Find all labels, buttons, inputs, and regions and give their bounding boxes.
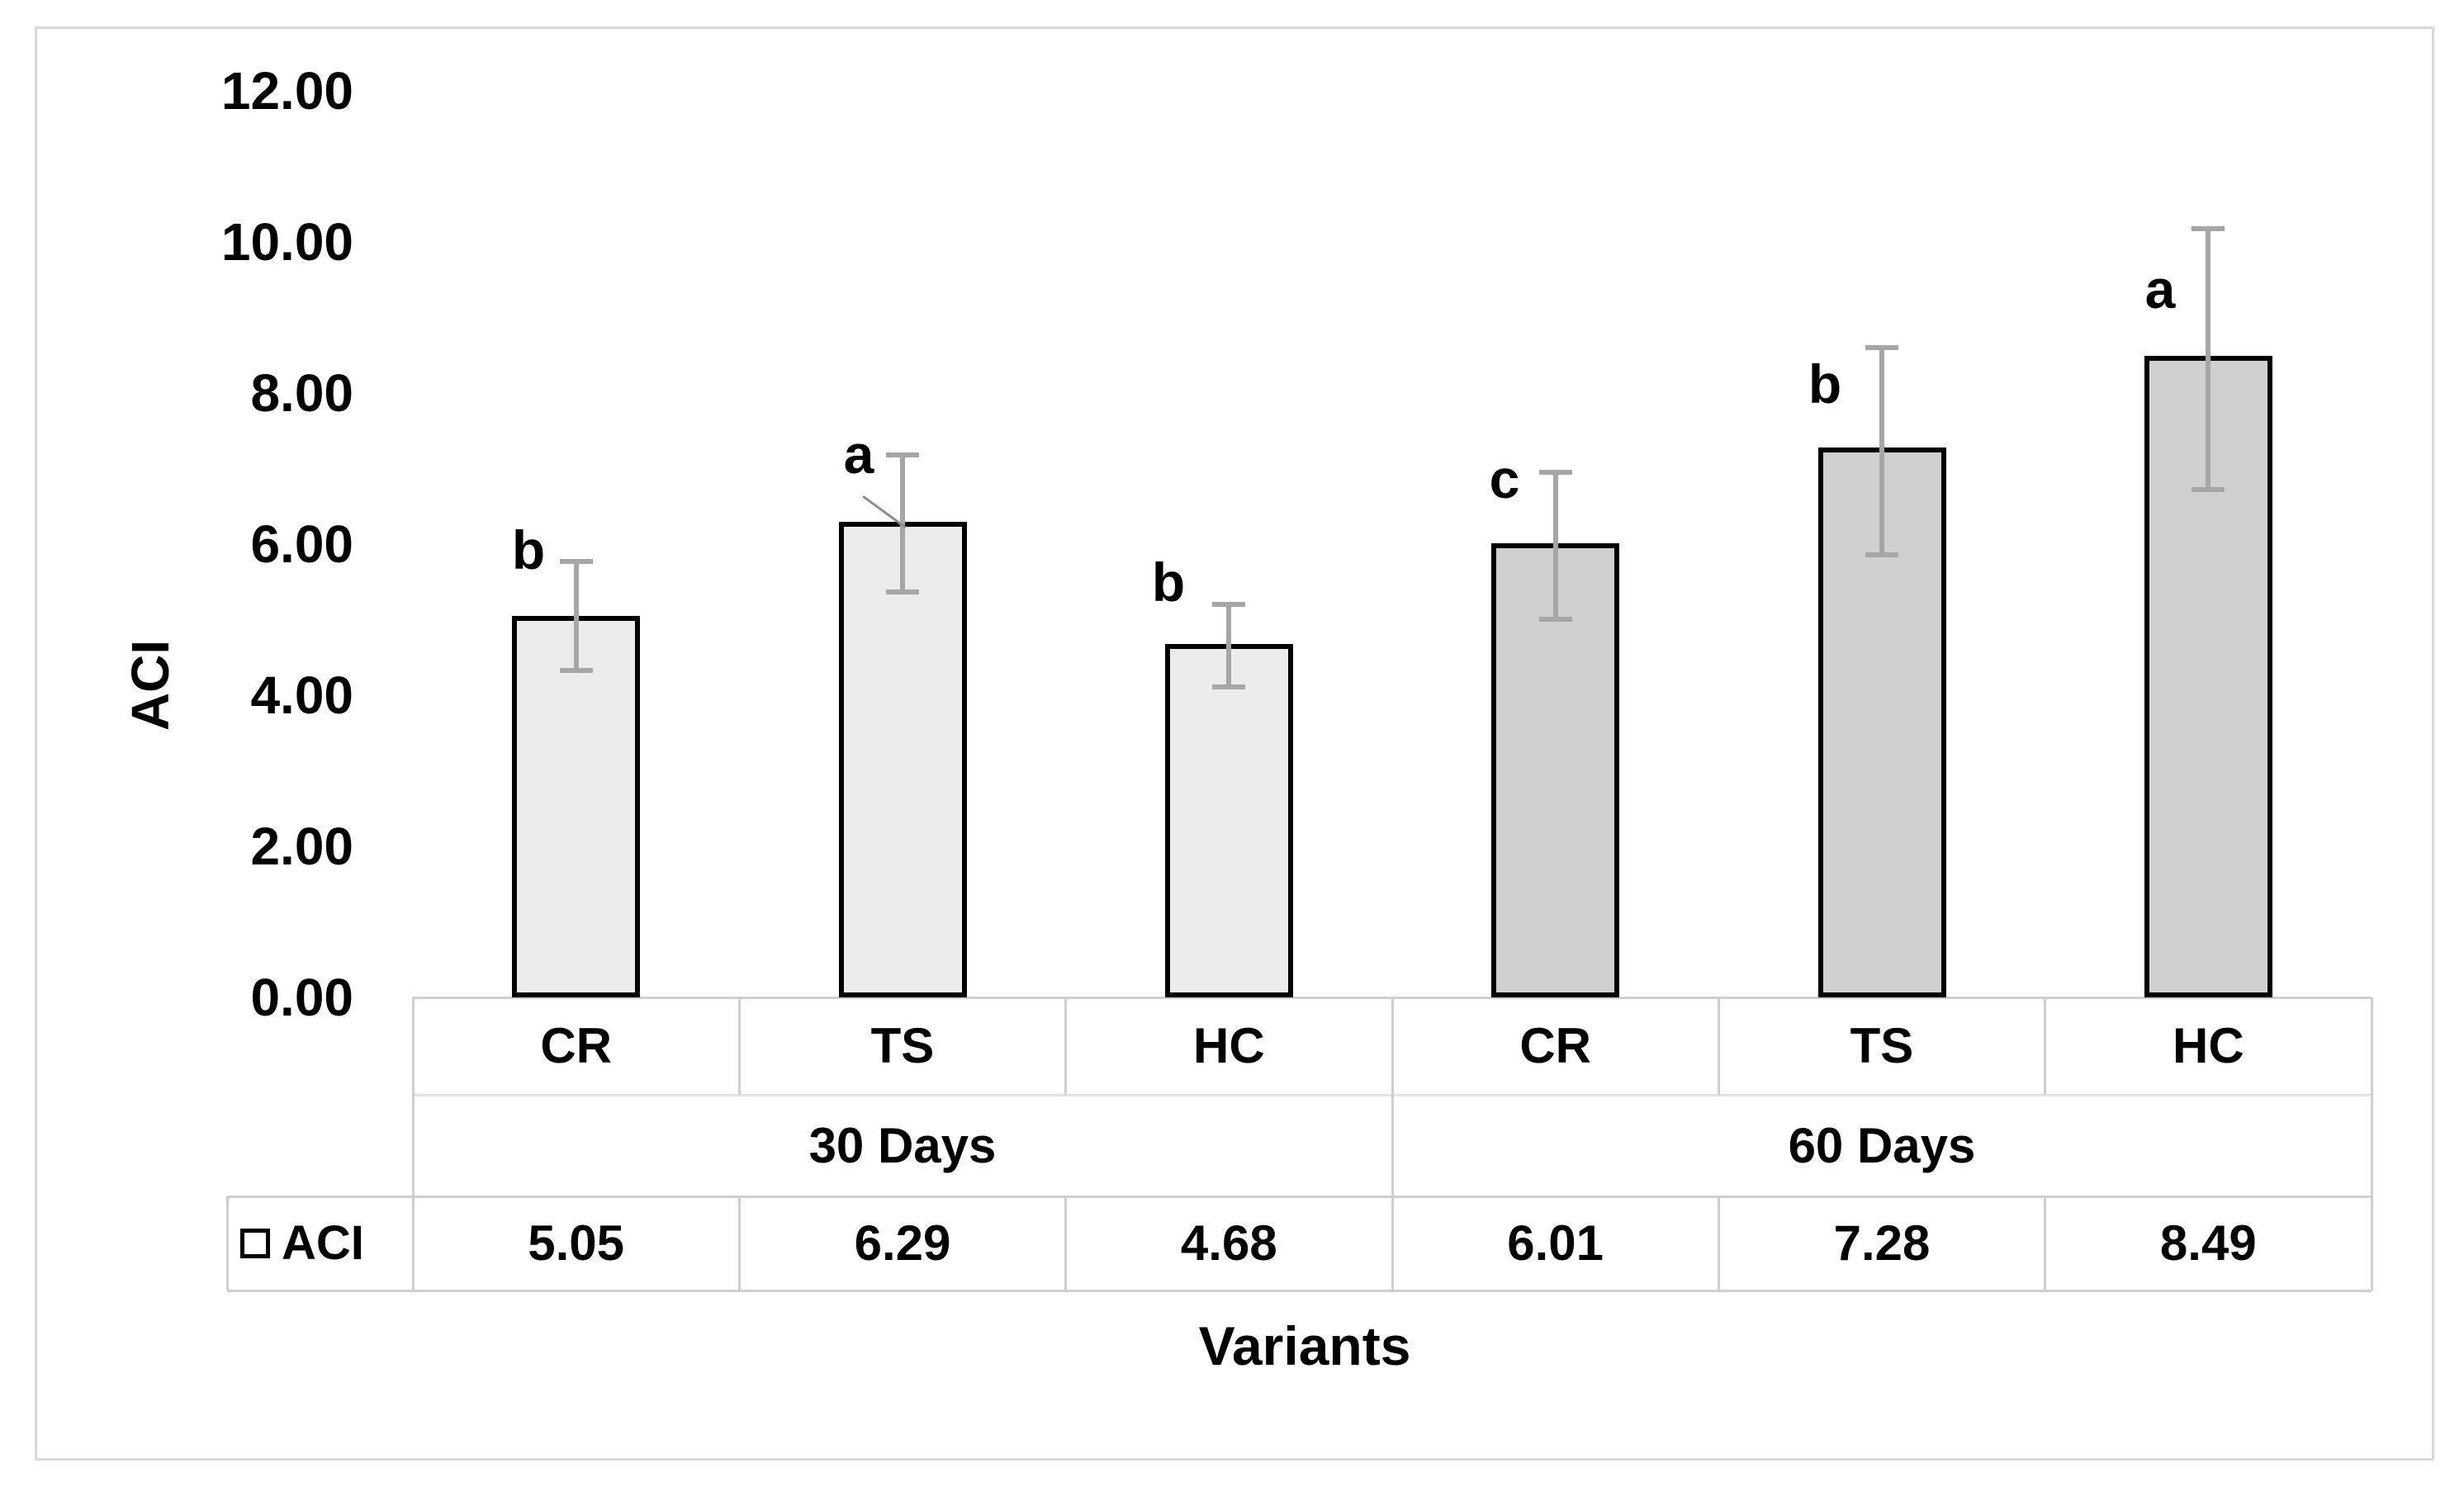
significance-letter: b [1151, 552, 1186, 613]
table-grid-line [1391, 997, 1394, 1290]
error-bar-cap [886, 452, 919, 458]
value-cell: 8.49 [2159, 1215, 2257, 1271]
significance-letter: c [1489, 448, 1520, 509]
x-axis-title: Variants [1198, 1315, 1411, 1376]
value-cell: 4.68 [1180, 1215, 1277, 1271]
bar-hc-30days [1164, 643, 1293, 997]
category-label: TS [1850, 1018, 1914, 1073]
error-bar-line [2206, 229, 2211, 490]
category-label: HC [2172, 1018, 2244, 1073]
significance-letter: b [511, 519, 546, 580]
y-axis-tick-label: 8.00 [250, 363, 353, 423]
bar-ts-30days [838, 522, 967, 997]
error-bar-line [1226, 604, 1232, 687]
significance-letter: b [1808, 353, 1842, 414]
group-label: 60 Days [1788, 1117, 1976, 1173]
legend-open-square-icon [240, 1229, 270, 1258]
error-bar-cap [1865, 552, 1898, 557]
category-label: TS [870, 1018, 935, 1073]
error-bar-cap [1865, 345, 1898, 351]
table-grid-line [1717, 1196, 1720, 1290]
y-axis-tick-label: 0.00 [250, 968, 353, 1027]
significance-letter: a [843, 424, 874, 485]
error-bar-line [573, 561, 579, 670]
legend-series-label: ACI [282, 1216, 364, 1270]
category-label: HC [1192, 1018, 1265, 1073]
error-bar-cap [559, 559, 593, 565]
value-cell: 6.01 [1507, 1215, 1604, 1271]
error-bar-cap [1538, 616, 1572, 622]
y-axis-title: ACI [121, 639, 180, 732]
error-bar-line [1879, 348, 1884, 555]
y-axis-tick-label: 12.00 [220, 61, 353, 121]
table-grid-line [411, 997, 415, 1290]
error-bar-cap [1212, 602, 1246, 608]
y-axis-tick-label: 2.00 [250, 817, 353, 876]
error-bar-cap [1212, 684, 1246, 689]
error-bar-cap [2192, 487, 2225, 493]
y-axis-tick-label: 10.00 [220, 212, 353, 272]
table-grid-line [227, 1195, 2372, 1198]
category-label: CR [1519, 1018, 1591, 1073]
bar-cr-30days [512, 615, 641, 997]
error-bar-cap [2192, 226, 2225, 232]
y-axis-tick-label: 6.00 [250, 514, 353, 574]
table-grid-line [2370, 997, 2373, 1290]
value-cell: 5.05 [528, 1215, 625, 1271]
value-cell: 6.29 [854, 1215, 951, 1271]
error-bar-line [1552, 472, 1558, 619]
error-bar-cap [559, 667, 593, 673]
value-cell: 7.28 [1833, 1215, 1931, 1271]
error-bar-cap [886, 589, 919, 594]
table-grid-line [1064, 997, 1068, 1095]
y-axis-tick-label: 4.00 [250, 665, 353, 725]
table-grid-line [225, 1196, 229, 1290]
table-grid-line [2044, 997, 2047, 1095]
category-label: CR [540, 1018, 612, 1073]
table-grid-line [227, 1289, 2372, 1292]
legend-cell: ACI [227, 1196, 413, 1290]
table-grid-line [1717, 997, 1720, 1095]
table-grid-line [737, 997, 741, 1095]
table-grid-line [1064, 1196, 1068, 1290]
table-grid-line [737, 1196, 741, 1290]
table-grid-line [2044, 1196, 2047, 1290]
group-label: 30 Days [808, 1117, 997, 1173]
significance-letter: a [2144, 258, 2176, 320]
error-bar-cap [1538, 470, 1572, 476]
